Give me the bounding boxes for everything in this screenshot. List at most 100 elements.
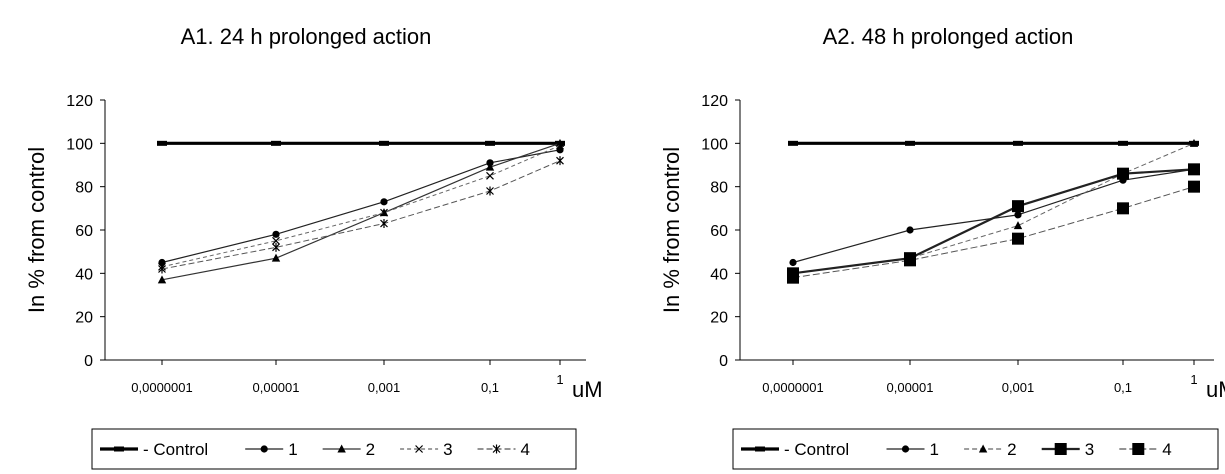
data-point xyxy=(1117,202,1129,215)
y-tick-label: 0 xyxy=(719,353,728,370)
data-point xyxy=(1189,138,1199,147)
data-point xyxy=(272,230,280,238)
series-line xyxy=(161,149,561,264)
chart-title: A1. 24 h prolonged action xyxy=(181,24,432,49)
data-point xyxy=(906,226,914,234)
data-point xyxy=(272,242,280,252)
data-point xyxy=(380,208,388,217)
y-tick-label: 100 xyxy=(701,136,728,153)
legend-marker xyxy=(755,446,765,452)
data-point xyxy=(555,138,565,147)
x-tick-label: 1 xyxy=(1190,372,1197,387)
data-point xyxy=(486,171,494,180)
legend-marker xyxy=(114,446,124,452)
legend: - Control 1 2 3 4 xyxy=(732,428,1219,470)
y-tick-label: 120 xyxy=(701,93,728,110)
chart-panel-1: A1. 24 h prolonged action020406080100120… xyxy=(24,24,603,470)
data-point xyxy=(272,236,280,245)
y-tick-label: 80 xyxy=(710,180,728,197)
legend-marker xyxy=(492,444,501,454)
x-tick-label: 0,1 xyxy=(1114,380,1132,395)
y-tick-label: 60 xyxy=(75,223,93,240)
series-line xyxy=(161,160,561,270)
x-tick-label: 0,00001 xyxy=(253,380,300,395)
data-point xyxy=(157,140,167,146)
data-point xyxy=(485,140,495,146)
data-point xyxy=(1012,200,1024,213)
y-tick-label: 100 xyxy=(66,136,93,153)
y-tick-label: 20 xyxy=(710,310,728,327)
legend-marker xyxy=(1054,443,1067,455)
data-point xyxy=(1117,167,1129,180)
x-unit-label: uM xyxy=(1206,377,1225,402)
data-point xyxy=(158,264,166,274)
legend-label: 2 xyxy=(366,440,375,459)
x-tick-label: 0,0000001 xyxy=(131,380,192,395)
series-control xyxy=(157,140,565,146)
y-tick-label: 60 xyxy=(710,223,728,240)
chart-panel-2: A2. 48 h prolonged action020406080100120… xyxy=(659,24,1225,470)
y-tick-label: 40 xyxy=(75,266,93,283)
data-point xyxy=(1188,163,1200,176)
chart-title: A2. 48 h prolonged action xyxy=(823,24,1074,49)
y-tick-label: 80 xyxy=(75,180,93,197)
data-point xyxy=(157,275,167,284)
data-point xyxy=(556,156,564,166)
legend-label: 4 xyxy=(521,440,530,459)
y-axis-label: In % from control xyxy=(24,147,49,313)
x-tick-label: 1 xyxy=(556,372,563,387)
data-point xyxy=(788,140,798,146)
data-point xyxy=(1012,232,1024,245)
y-tick-label: 120 xyxy=(66,93,93,110)
y-tick-label: 0 xyxy=(84,353,93,370)
x-unit-label: uM xyxy=(572,377,603,402)
series-line xyxy=(792,142,1195,274)
legend-marker xyxy=(901,445,910,453)
data-point xyxy=(1188,180,1200,193)
legend: - Control 1 2 3 4 xyxy=(91,428,577,470)
series-2 xyxy=(788,138,1199,277)
data-point xyxy=(905,140,915,146)
data-point xyxy=(379,140,389,146)
series-line xyxy=(792,186,1195,279)
legend-marker xyxy=(337,444,346,453)
data-point xyxy=(556,141,564,150)
data-point xyxy=(485,162,495,171)
series-1 xyxy=(789,165,1198,267)
legend-label: 2 xyxy=(1007,440,1016,459)
series-line xyxy=(792,168,1195,275)
data-point xyxy=(904,254,916,267)
legend-marker xyxy=(1132,443,1145,455)
data-point xyxy=(380,198,388,206)
y-axis-label: In % from control xyxy=(659,147,684,313)
data-point xyxy=(271,253,281,262)
legend-label: 4 xyxy=(1162,440,1171,459)
x-tick-label: 0,1 xyxy=(481,380,499,395)
series-3 xyxy=(787,163,1200,280)
x-tick-label: 0,00001 xyxy=(887,380,934,395)
legend-label: 1 xyxy=(930,440,939,459)
series-4 xyxy=(787,180,1200,284)
series-3 xyxy=(158,141,564,271)
legend-label: 3 xyxy=(443,440,452,459)
data-point xyxy=(789,258,797,267)
data-point xyxy=(271,140,281,146)
legend-marker xyxy=(978,444,988,453)
data-point xyxy=(1118,140,1128,146)
series-4 xyxy=(158,156,564,274)
legend-marker xyxy=(415,445,424,453)
legend-label: 3 xyxy=(1085,440,1094,459)
data-point xyxy=(1013,140,1023,146)
series-line xyxy=(161,142,561,281)
x-tick-label: 0,001 xyxy=(1002,380,1035,395)
legend-label: 1 xyxy=(288,440,297,459)
x-tick-label: 0,0000001 xyxy=(762,380,823,395)
y-tick-label: 20 xyxy=(75,310,93,327)
data-point xyxy=(1013,221,1023,230)
data-point xyxy=(380,219,388,228)
legend-label: - Control xyxy=(143,440,208,459)
series-1 xyxy=(158,146,564,267)
data-point xyxy=(787,271,799,284)
legend-marker xyxy=(260,445,268,453)
